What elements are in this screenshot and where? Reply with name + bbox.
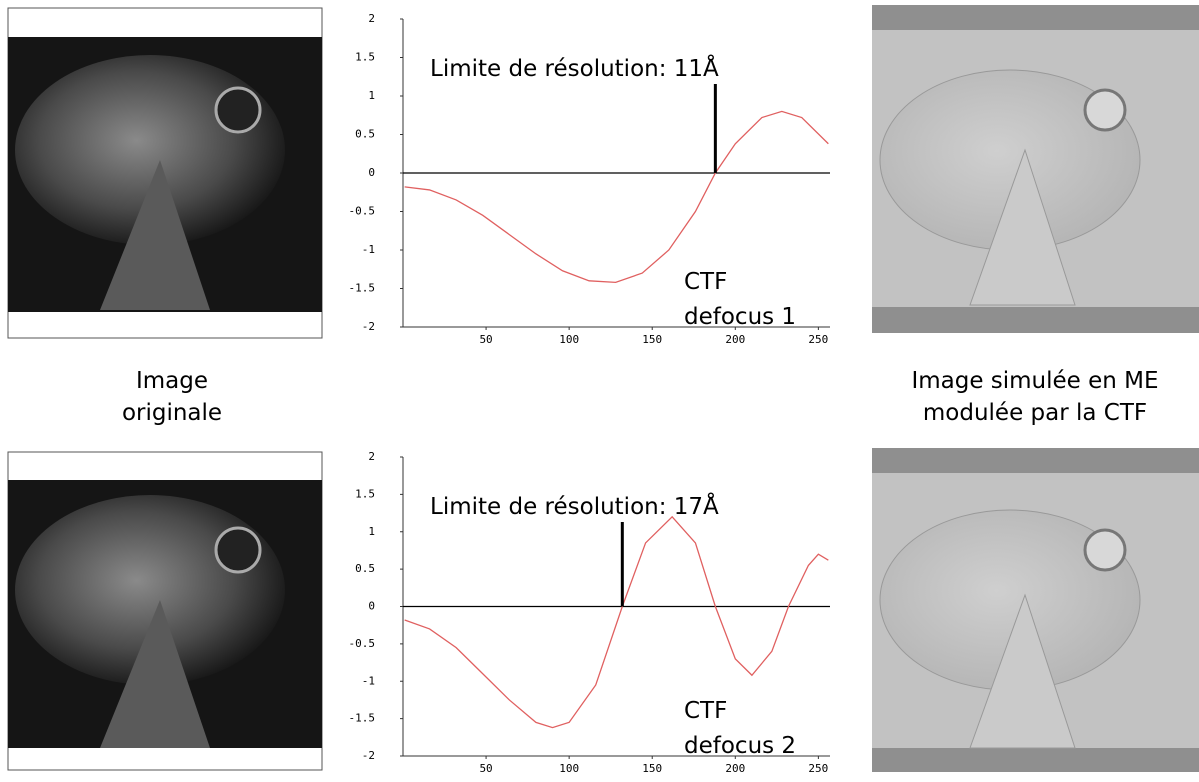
x-tick-label: 150	[642, 333, 662, 346]
annotation: CTF	[684, 269, 727, 295]
y-tick-label: -2	[362, 320, 375, 333]
ctf-curve	[404, 515, 829, 729]
annotation: defocus 1	[684, 304, 796, 330]
simulated-image-2	[872, 448, 1199, 772]
x-tick-label: 250	[808, 333, 828, 346]
annotation-title: Limite de résolution: 11Å	[430, 54, 719, 82]
caption: Image	[136, 368, 208, 394]
ctf-curve	[404, 110, 829, 283]
original-image-2	[7, 451, 323, 771]
x-tick-label: 200	[725, 762, 745, 775]
y-tick-label: 1	[368, 89, 375, 102]
x-tick-label: 50	[479, 762, 492, 775]
x-tick-label: 100	[559, 333, 579, 346]
caption: Image simulée en ME	[911, 368, 1158, 394]
y-tick-label: -1	[362, 674, 375, 687]
y-tick-label: -1.5	[349, 282, 376, 295]
y-tick-label: 1.5	[355, 487, 375, 500]
annotation: defocus 2	[684, 733, 796, 759]
y-tick-label: -0.5	[349, 205, 376, 218]
x-tick-label: 100	[559, 762, 579, 775]
y-tick-label: -1.5	[349, 712, 376, 725]
y-tick-label: 2	[368, 450, 375, 463]
simulated-image-1	[872, 5, 1199, 333]
caption: modulée par la CTF	[923, 400, 1147, 426]
y-tick-label: -1	[362, 243, 375, 256]
x-tick-label: 200	[725, 333, 745, 346]
y-tick-label: 2	[368, 12, 375, 25]
y-tick-label: 0	[368, 166, 375, 179]
y-tick-label: -0.5	[349, 637, 376, 650]
y-tick-label: 0	[368, 600, 375, 613]
y-tick-label: 0.5	[355, 562, 375, 575]
annotation-title: Limite de résolution: 17Å	[430, 492, 719, 520]
caption: originale	[122, 400, 222, 426]
x-tick-label: 150	[642, 762, 662, 775]
x-tick-label: 250	[808, 762, 828, 775]
x-tick-label: 50	[479, 333, 492, 346]
y-tick-label: 1.5	[355, 51, 375, 64]
y-tick-label: 1	[368, 525, 375, 538]
y-tick-label: -2	[362, 749, 375, 762]
annotation: CTF	[684, 698, 727, 724]
y-tick-label: 0.5	[355, 128, 375, 141]
original-image-1	[7, 7, 323, 339]
